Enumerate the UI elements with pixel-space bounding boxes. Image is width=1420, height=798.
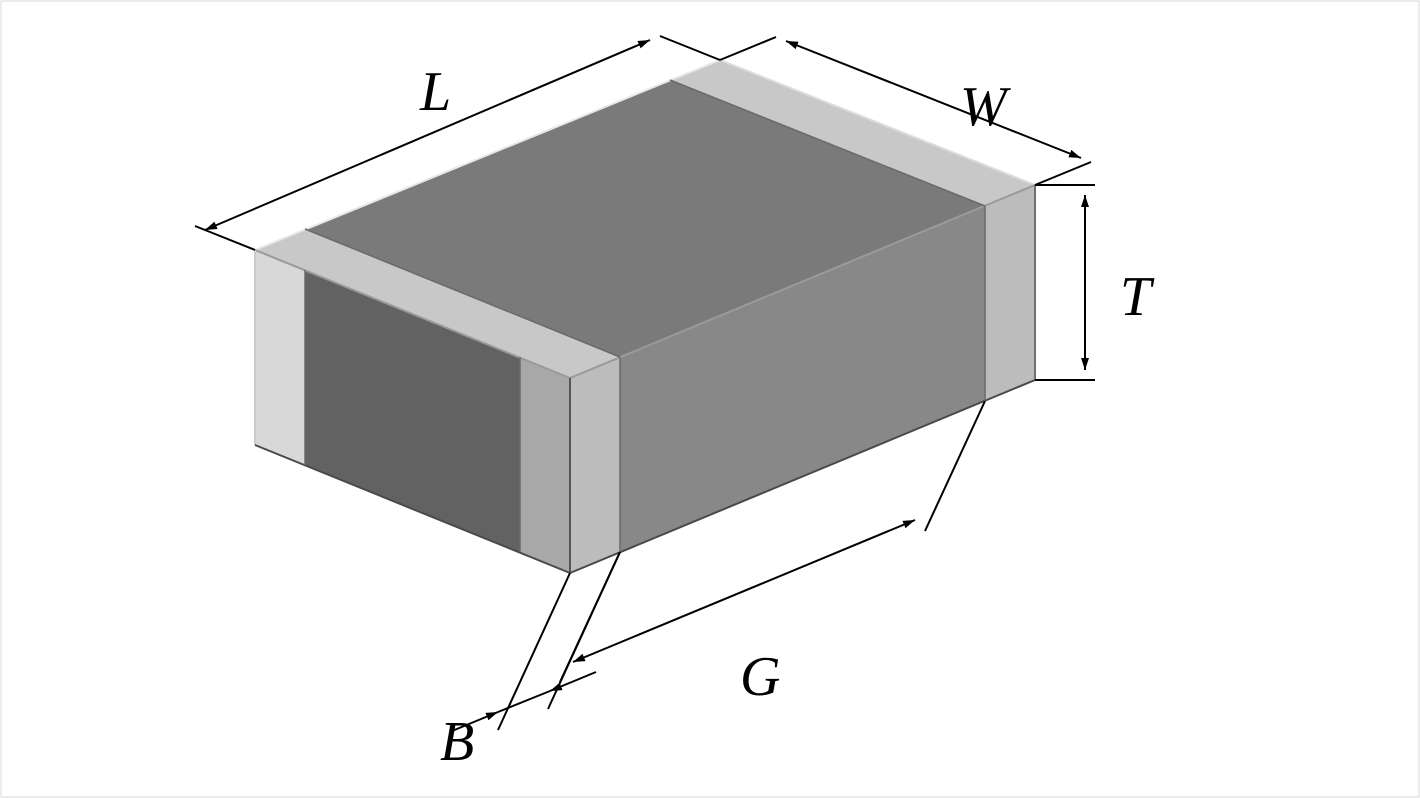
component-diagram-svg: L W T G B <box>0 0 1420 798</box>
side-terminal-left <box>570 357 620 573</box>
ext-B-2 <box>548 552 620 709</box>
dim-B-right <box>550 672 596 691</box>
diagram-canvas: L W T G B <box>0 0 1420 798</box>
ext-W-1 <box>720 37 776 60</box>
side-terminal-right <box>985 185 1035 401</box>
ext-L-1 <box>195 226 255 250</box>
label-T: T <box>1120 266 1155 328</box>
label-B: B <box>440 711 474 773</box>
label-L: L <box>419 61 451 123</box>
ext-L-2 <box>660 36 720 60</box>
label-W: W <box>960 76 1011 138</box>
smd-component <box>255 60 1035 573</box>
front-terminal-left <box>255 250 305 465</box>
ext-B-1 <box>498 573 570 730</box>
front-terminal-right <box>520 357 570 573</box>
ext-W-2 <box>1035 162 1091 185</box>
dim-B-gap <box>498 691 550 712</box>
label-G: G <box>740 646 780 708</box>
